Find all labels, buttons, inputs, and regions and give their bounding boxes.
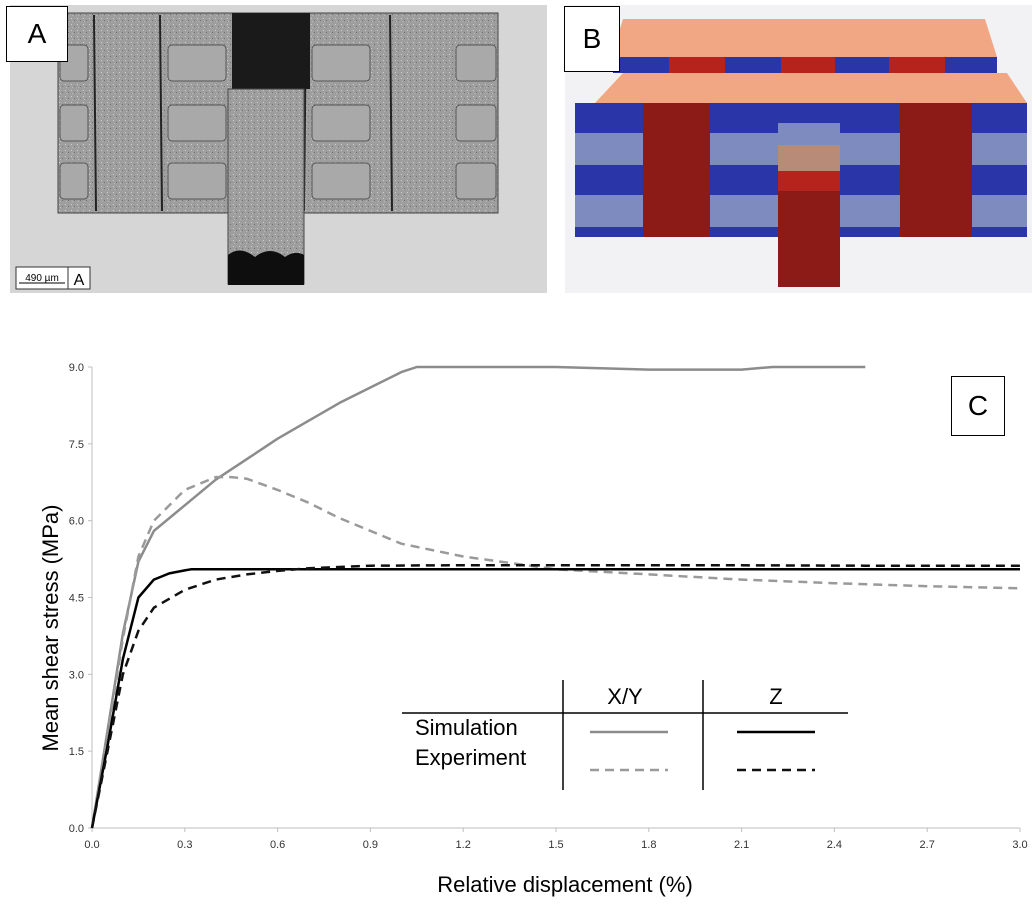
series-line-z-simulation	[90, 568, 1020, 829]
x-tick-label: 1.5	[548, 839, 563, 851]
x-tick-label: 1.8	[641, 839, 656, 851]
x-tick-label: 0.9	[363, 839, 378, 851]
x-tick-label: 0.3	[177, 839, 192, 851]
x-tick-label: 2.4	[827, 839, 842, 851]
x-tick-label: 2.7	[920, 839, 935, 851]
legend-row-header: Simulation	[415, 715, 518, 740]
panel-b-label: B	[564, 6, 620, 72]
scale-bar-tag: A	[74, 272, 85, 289]
panel-b-model	[565, 5, 1032, 293]
chart-series	[90, 365, 1021, 829]
scale-bar-label: 490 µm	[25, 273, 59, 284]
panel-c-chart: 0.0 0.3 0.6 0.9 1.2 1.5 1.8 2.1 2.4 2.7 3.0 0.0 1.5 3…	[22, 340, 1036, 910]
legend-row-header: Experiment	[415, 745, 526, 770]
panel-a-micrograph: 490 µm A	[10, 5, 547, 293]
y-tick-label: 0.0	[69, 823, 84, 835]
void-region	[232, 13, 310, 89]
y-tick-label: 6.0	[69, 516, 84, 528]
model-render	[575, 19, 1027, 287]
panel-a-label: A	[6, 6, 68, 62]
shear-stress-chart: 0.0 0.3 0.6 0.9 1.2 1.5 1.8 2.1 2.4 2.7 3.0 0.0 1.5 3…	[38, 362, 1028, 897]
micrograph-image: 490 µm A	[15, 12, 499, 290]
legend-col-header: Z	[769, 684, 782, 709]
panel-c-label: C	[951, 376, 1005, 436]
y-tick-label: 3.0	[69, 669, 84, 681]
x-axis-label: Relative displacement (%)	[437, 872, 693, 897]
series-line-xy-experiment	[90, 475, 1021, 829]
x-tick-label: 2.1	[734, 839, 749, 851]
y-axis-label: Mean shear stress (MPa)	[38, 505, 63, 752]
y-tick-label: 1.5	[69, 746, 84, 758]
legend-col-header: X/Y	[607, 684, 643, 709]
chart-legend: X/Y Z Simulation Experiment	[402, 680, 848, 790]
series-line-xy-simulation	[90, 365, 866, 829]
y-tick-label: 7.5	[69, 439, 84, 451]
y-tick-label: 4.5	[69, 593, 84, 605]
x-tick-label: 3.0	[1012, 839, 1027, 851]
x-tick-label: 0.6	[270, 839, 285, 851]
x-tick-label: 1.2	[456, 839, 471, 851]
chart-axes: 0.0 0.3 0.6 0.9 1.2 1.5 1.8 2.1 2.4 2.7 3.0 0.0 1.5 3…	[69, 362, 1028, 851]
x-tick-label: 0.0	[84, 839, 99, 851]
series-line-z-experiment	[90, 563, 1020, 829]
y-tick-label: 9.0	[69, 362, 84, 374]
